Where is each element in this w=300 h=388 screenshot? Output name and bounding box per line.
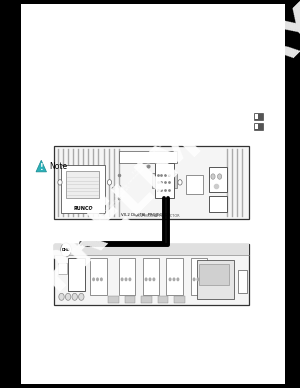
Circle shape bbox=[148, 277, 152, 281]
Text: VX-2 DIGITAL PROJECTOR: VX-2 DIGITAL PROJECTOR bbox=[135, 214, 180, 218]
Bar bbox=[16, 12, 20, 376]
Text: before making any connections.: before making any connections. bbox=[189, 55, 238, 105]
Circle shape bbox=[169, 277, 172, 281]
Circle shape bbox=[128, 277, 131, 281]
Bar bbox=[66, 171, 99, 198]
Bar bbox=[255, 114, 258, 119]
Bar bbox=[142, 258, 159, 295]
Bar bbox=[14, 64, 21, 70]
Text: VX-2 DIGITAL PROJECTOR: VX-2 DIGITAL PROJECTOR bbox=[121, 213, 170, 217]
Bar bbox=[54, 244, 249, 255]
Polygon shape bbox=[36, 160, 46, 172]
Bar bbox=[152, 173, 154, 188]
Text: of the DHD...: of the DHD... bbox=[69, 235, 90, 256]
Bar bbox=[14, 180, 21, 186]
Bar bbox=[54, 244, 249, 305]
Circle shape bbox=[176, 277, 179, 281]
Bar bbox=[196, 260, 234, 299]
Bar bbox=[14, 122, 21, 128]
Circle shape bbox=[59, 293, 64, 300]
Circle shape bbox=[107, 180, 112, 185]
Circle shape bbox=[211, 174, 215, 179]
Bar bbox=[190, 258, 207, 295]
Circle shape bbox=[65, 293, 71, 300]
Text: !: ! bbox=[39, 163, 43, 172]
Bar bbox=[255, 124, 258, 129]
Text: securely connected. Tighten: securely connected. Tighten bbox=[114, 154, 158, 198]
Circle shape bbox=[61, 243, 71, 257]
Text: RUNCO: RUNCO bbox=[73, 206, 93, 211]
Text: Note: Note bbox=[50, 161, 68, 171]
Circle shape bbox=[200, 277, 203, 281]
Circle shape bbox=[145, 277, 148, 281]
Bar bbox=[14, 10, 21, 17]
Bar bbox=[124, 296, 135, 303]
Bar bbox=[174, 296, 184, 303]
Circle shape bbox=[193, 277, 196, 281]
Bar bbox=[186, 175, 202, 194]
Text: Ensure that the cables are: Ensure that the cables are bbox=[132, 133, 173, 175]
Text: DHD: DHD bbox=[61, 248, 70, 252]
Circle shape bbox=[124, 277, 128, 281]
Circle shape bbox=[152, 277, 155, 281]
Bar bbox=[208, 167, 226, 192]
Text: Use the correct signal cables: Use the correct signal cables bbox=[168, 83, 212, 128]
Circle shape bbox=[178, 180, 182, 185]
Bar bbox=[254, 123, 263, 130]
Circle shape bbox=[58, 180, 62, 185]
Circle shape bbox=[100, 277, 103, 281]
Bar bbox=[68, 258, 85, 291]
Bar bbox=[141, 296, 152, 303]
Circle shape bbox=[92, 277, 95, 281]
Bar bbox=[61, 165, 105, 213]
Bar bbox=[174, 173, 177, 188]
Circle shape bbox=[79, 293, 84, 300]
Circle shape bbox=[172, 277, 176, 281]
Bar bbox=[238, 270, 247, 293]
Bar bbox=[158, 296, 168, 303]
Bar bbox=[167, 258, 183, 295]
Bar bbox=[254, 113, 263, 120]
Circle shape bbox=[196, 277, 200, 281]
Bar bbox=[108, 296, 119, 303]
Text: for each source.: for each source. bbox=[150, 125, 176, 151]
Bar bbox=[54, 146, 249, 219]
Bar bbox=[90, 258, 106, 295]
Bar bbox=[21, 4, 285, 384]
Text: the thumbscrews on: the thumbscrews on bbox=[99, 185, 131, 217]
Bar bbox=[199, 264, 229, 285]
Text: PRELIMINARY: PRELIMINARY bbox=[28, 0, 300, 299]
Bar bbox=[58, 263, 67, 274]
Bar bbox=[118, 258, 135, 295]
Circle shape bbox=[72, 293, 77, 300]
Bar bbox=[14, 372, 21, 378]
Circle shape bbox=[96, 277, 99, 281]
Text: Turn off all equipment: Turn off all equipment bbox=[216, 43, 251, 78]
Text: connectors that have them.: connectors that have them. bbox=[84, 194, 127, 237]
Bar bbox=[208, 196, 226, 212]
Bar bbox=[118, 151, 177, 163]
Circle shape bbox=[218, 174, 222, 179]
Circle shape bbox=[121, 277, 124, 281]
Bar bbox=[154, 163, 174, 198]
